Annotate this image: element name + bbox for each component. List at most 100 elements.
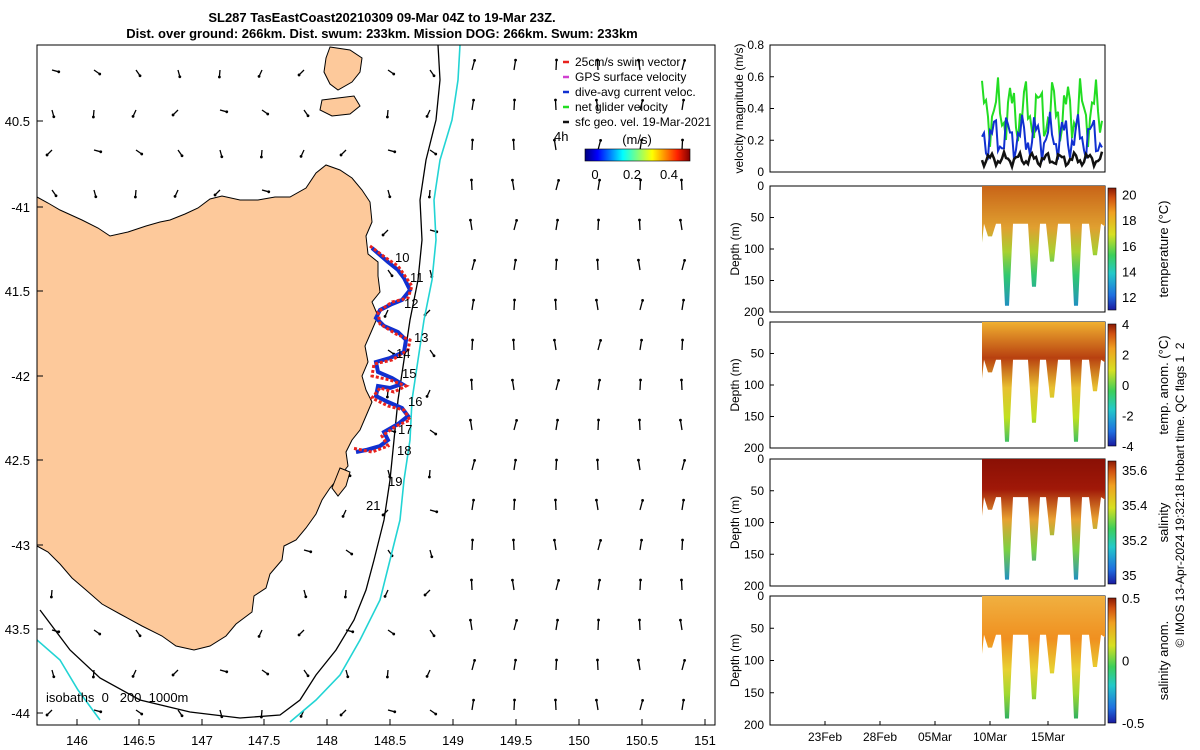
current-arrow-head (297, 633, 301, 637)
map-xtick-label: 146 (66, 733, 88, 748)
current-arrow-head (598, 578, 601, 582)
current-arrow-head (309, 550, 313, 554)
current-arrow-head (470, 178, 473, 182)
velocity-ytick-label: 0 (757, 165, 764, 179)
map-xtick-label: 149.5 (500, 733, 533, 748)
current-arrow-head (680, 378, 683, 382)
current-arrow-head (513, 698, 516, 702)
current-arrow-head (297, 73, 301, 77)
day-label: 10 (395, 250, 409, 265)
current-arrow-head (512, 338, 515, 342)
current-arrow-head (388, 195, 392, 199)
current-arrow-head (432, 354, 436, 358)
current-arrow-head (554, 298, 557, 302)
current-arrow (596, 659, 599, 671)
current-arrow (553, 540, 557, 551)
current-arrow-head (639, 378, 642, 382)
current-arrow-head (514, 258, 517, 262)
current-arrow-head (473, 658, 476, 662)
glider-swim-vectors (351, 244, 414, 454)
depth-colorbar-tick: 0.5 (1122, 591, 1140, 606)
current-arrow-head (306, 674, 310, 678)
current-arrow (471, 339, 474, 351)
current-arrow (512, 339, 515, 351)
depth-colorbar-tick: -4 (1122, 439, 1134, 454)
map-frame (36, 44, 716, 726)
current-arrow (637, 60, 641, 71)
current-arrow-head (385, 115, 389, 119)
current-arrow-head (472, 298, 475, 302)
current-arrow (597, 340, 602, 351)
current-arrow-head (598, 378, 601, 382)
current-arrow (471, 700, 475, 711)
current-arrow-head (641, 698, 644, 702)
depth-ytick-label: 0 (757, 179, 764, 193)
depth-colorbar-tick: 0 (1122, 378, 1129, 393)
current-arrow-head (49, 595, 53, 599)
current-arrow (469, 420, 473, 431)
depth-ytick-label: 150 (744, 547, 764, 561)
current-arrow-head (514, 58, 517, 62)
current-arrow (513, 499, 516, 511)
current-arrow-head (306, 114, 310, 118)
colorbar-tick-label: 0 (591, 167, 598, 182)
current-arrow-head (383, 594, 387, 598)
depth-colorbar (1107, 460, 1117, 585)
current-arrow-head (259, 155, 263, 159)
depth-colorbar-tick: 12 (1122, 290, 1136, 305)
current-arrow-head (682, 298, 685, 302)
current-arrow-head (599, 538, 602, 542)
depth-ytick-label: 100 (744, 378, 764, 392)
current-arrow-head (220, 155, 224, 159)
current-arrow-head (225, 670, 229, 674)
current-arrow-head (350, 552, 354, 556)
current-arrow-head (385, 675, 389, 679)
current-arrow-head (469, 618, 472, 622)
current-arrow (595, 500, 599, 511)
current-arrow (513, 99, 516, 111)
current-arrow (595, 300, 599, 311)
depth-ytick-label: 150 (744, 686, 764, 700)
map-xtick-label: 148.5 (374, 733, 407, 748)
depth-ytick-label: 100 (744, 242, 764, 256)
current-arrow-head (171, 113, 175, 117)
current-arrow (681, 539, 684, 551)
profile-curtain (982, 459, 1105, 580)
current-arrow (471, 660, 476, 671)
map-ytick-label: 43.5 (5, 622, 30, 637)
date-tick-label: 23Feb (808, 730, 842, 744)
current-arrow-head (52, 115, 56, 119)
current-arrow (511, 580, 515, 591)
depth-ytick-label: 200 (744, 579, 764, 593)
current-arrow-head (637, 658, 640, 662)
current-arrow-head (597, 418, 600, 422)
current-arrow-head (682, 698, 685, 702)
colorbar-tick-label: 0.2 (623, 167, 641, 182)
current-arrow (555, 620, 559, 631)
current-arrow-head (351, 630, 355, 634)
current-arrow-head (638, 418, 641, 422)
day-label: 16 (408, 394, 422, 409)
depth-ytick-label: 200 (744, 441, 764, 455)
current-arrow (513, 460, 517, 471)
current-arrow-head (423, 593, 427, 597)
current-arrow (554, 299, 557, 311)
current-arrow (681, 660, 686, 671)
current-arrow (553, 340, 557, 351)
map-ytick-label: 42.5 (5, 453, 30, 468)
current-arrow-head (639, 578, 642, 582)
current-arrow (471, 139, 474, 151)
current-arrow (637, 660, 641, 671)
current-arrow-head (515, 218, 518, 222)
current-arrow-head (381, 233, 385, 237)
current-arrow-head (91, 115, 95, 119)
legend-label: net glider velocity (575, 100, 668, 114)
isobath-1000m-west (37, 639, 101, 721)
current-arrow-head (682, 498, 685, 502)
isobath-1000m (289, 45, 461, 723)
current-arrow-head (213, 193, 217, 197)
day-label: 17 (398, 422, 412, 437)
